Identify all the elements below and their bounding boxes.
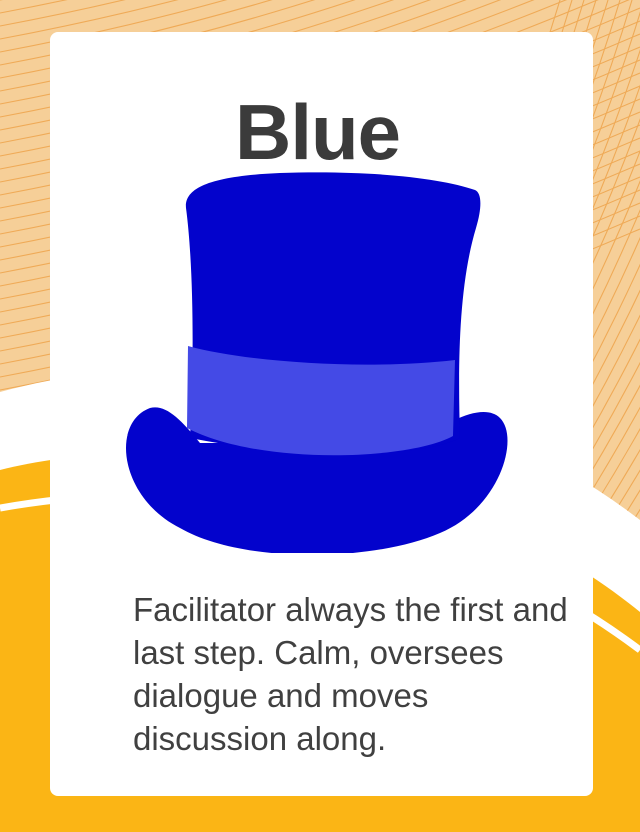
blue-top-hat-icon [126, 172, 508, 553]
card-description: Facilitator always the first and last st… [133, 591, 568, 757]
hat-card: Blue Facilitator always the first and la… [50, 32, 593, 796]
hat-band [187, 346, 455, 456]
card-title: Blue [234, 88, 401, 176]
